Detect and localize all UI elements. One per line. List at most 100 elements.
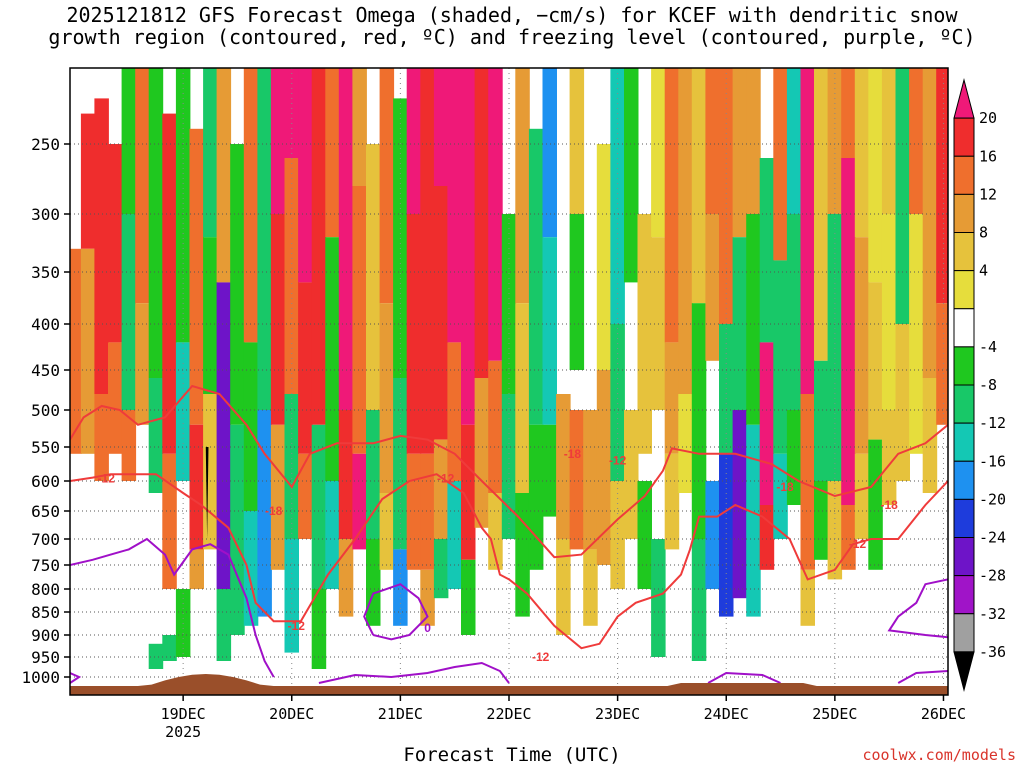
colorbar-label: -16 xyxy=(979,452,1006,470)
dendritic-contour-label: -12 xyxy=(609,454,627,468)
colorbar-swatch xyxy=(953,232,975,272)
x-tick-label: 23DEC xyxy=(595,705,640,723)
colorbar-swatch xyxy=(953,651,975,692)
omega-cell xyxy=(325,68,340,238)
omega-cell xyxy=(841,505,856,570)
colorbar: 20 16 12 8 4 -4 -8 -12 -16 -20 -24 -28 -32 -36 xyxy=(953,78,1006,692)
dendritic-contour-label: -18 xyxy=(265,504,283,518)
y-tick-label: 950 xyxy=(31,648,60,667)
colorbar-swatch xyxy=(953,422,975,462)
omega-cell xyxy=(162,453,177,589)
omega-cell xyxy=(135,68,150,304)
credit-link[interactable]: coolwx.com/models xyxy=(862,746,1016,764)
omega-cell xyxy=(406,453,422,570)
colorbar-label: 20 xyxy=(979,109,997,127)
colorbar-swatch xyxy=(953,613,975,653)
omega-cell xyxy=(827,68,843,214)
omega-cell xyxy=(624,410,639,539)
omega-cell xyxy=(420,68,435,454)
omega-cell xyxy=(311,424,327,589)
colorbar-label: -24 xyxy=(979,529,1006,547)
omega-cell xyxy=(257,410,272,617)
omega-cell xyxy=(569,214,585,370)
dendritic-contour-label: -12 xyxy=(437,471,455,485)
x-tick-label: 20DEC xyxy=(269,705,314,723)
x-tick-label: 26DEC xyxy=(921,705,966,723)
colorbar-label: -28 xyxy=(979,567,1006,585)
y-tick-label: 550 xyxy=(31,438,60,457)
dendritic-contour-label: -18 xyxy=(776,480,794,494)
dendritic-contour-label: -12 xyxy=(849,537,867,551)
x-tick-sublabel: 2025 xyxy=(165,723,201,741)
omega-cell xyxy=(515,68,530,304)
y-axis: 250 300 350 400 450 500 550 600 650 700 750 800 850 9… xyxy=(21,135,70,687)
omega-cell xyxy=(854,237,870,454)
omega-cell xyxy=(162,113,177,454)
omega-cell xyxy=(175,342,191,481)
colorbar-label: -32 xyxy=(979,605,1006,623)
omega-cell xyxy=(94,98,109,395)
colorbar-swatch xyxy=(953,537,975,577)
omega-cell xyxy=(461,559,476,635)
omega-cell xyxy=(379,303,395,493)
x-tick-label: 19DEC xyxy=(161,705,206,723)
omega-cell xyxy=(433,186,449,440)
dendritic-contour-label: -12 xyxy=(532,650,550,664)
title-line-1: 2025121812 GFS Forecast Omega (shaded, −… xyxy=(66,3,958,27)
omega-cell xyxy=(80,248,96,454)
omega-cell xyxy=(352,68,367,186)
omega-cell xyxy=(488,360,503,493)
contour-labels: -12 -12 -18 -18 -12 -12 -12 -18 -18 -12 0 xyxy=(98,447,899,664)
omega-cell xyxy=(651,539,666,657)
freezing-level-contour-line xyxy=(70,537,275,678)
omega-cell xyxy=(311,68,327,425)
omega-cell xyxy=(216,282,232,589)
omega-cell xyxy=(678,394,693,493)
omega-cell xyxy=(610,481,625,589)
x-tick-label: 21DEC xyxy=(378,705,423,723)
omega-cell xyxy=(596,370,612,565)
omega-cell xyxy=(420,453,435,570)
colorbar-swatch xyxy=(953,308,975,348)
omega-cell xyxy=(461,424,476,560)
omega-cell xyxy=(406,214,422,454)
omega-cell xyxy=(338,410,354,539)
omega-cell xyxy=(691,68,707,304)
dendritic-contour-label: -18 xyxy=(880,498,898,512)
colorbar-label: 8 xyxy=(979,224,988,242)
omega-cell xyxy=(868,439,883,570)
omega-cell xyxy=(148,68,164,378)
omega-cell xyxy=(433,439,449,539)
y-tick-label: 500 xyxy=(31,401,60,420)
colorbar-label: 16 xyxy=(979,147,997,165)
omega-cell xyxy=(461,68,476,425)
omega-cell xyxy=(786,214,802,410)
colorbar-label: -12 xyxy=(979,414,1006,432)
omega-cell xyxy=(800,68,815,394)
omega-cell xyxy=(909,68,924,214)
omega-cell xyxy=(515,303,530,493)
omega-cell xyxy=(854,453,870,539)
omega-cell xyxy=(230,144,245,425)
freezing-level-contour-line xyxy=(707,671,781,684)
omega-cell xyxy=(637,214,652,454)
omega-cell xyxy=(773,260,788,454)
omega-cell xyxy=(175,68,191,343)
omega-cell xyxy=(556,539,571,635)
omega-cell xyxy=(203,237,218,394)
dendritic-contour-label: -18 xyxy=(564,447,582,461)
y-tick-label: 800 xyxy=(31,580,60,599)
omega-cell xyxy=(447,481,462,589)
omega-cell xyxy=(70,248,82,454)
contours xyxy=(70,384,948,684)
omega-cell xyxy=(705,481,720,589)
y-tick-label: 750 xyxy=(31,556,60,575)
omega-cell xyxy=(827,214,843,481)
omega-cell xyxy=(406,68,422,214)
omega-cell xyxy=(746,68,761,214)
omega-cell xyxy=(814,68,829,361)
freezing-level-contour-line xyxy=(887,578,948,639)
omega-cell xyxy=(895,68,910,324)
omega-cell xyxy=(447,342,462,481)
